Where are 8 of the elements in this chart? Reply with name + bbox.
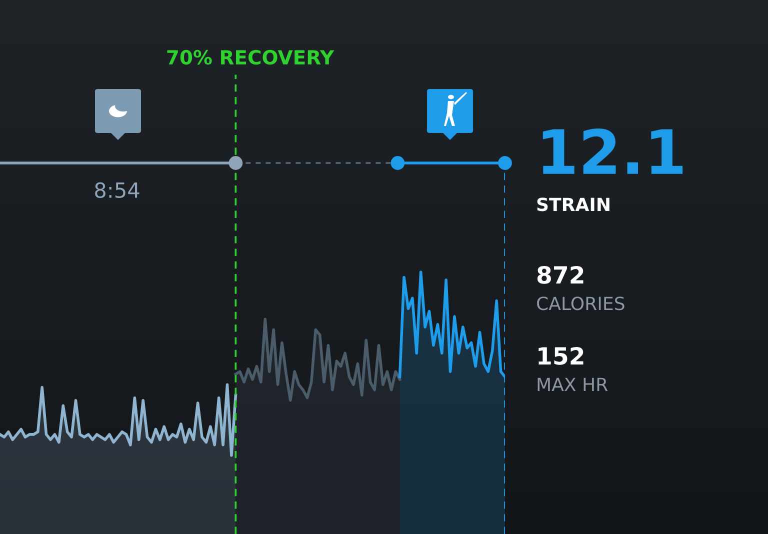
text: 872 [537,266,584,284]
text: 8:54 [95,182,140,198]
text: MAX HR [538,378,608,391]
text: 70% RECOVERY [167,50,334,65]
text: 12.1 [542,128,683,174]
text: STRAIN [537,198,610,212]
text: CALORIES [537,296,624,310]
text: 152 [538,346,584,365]
